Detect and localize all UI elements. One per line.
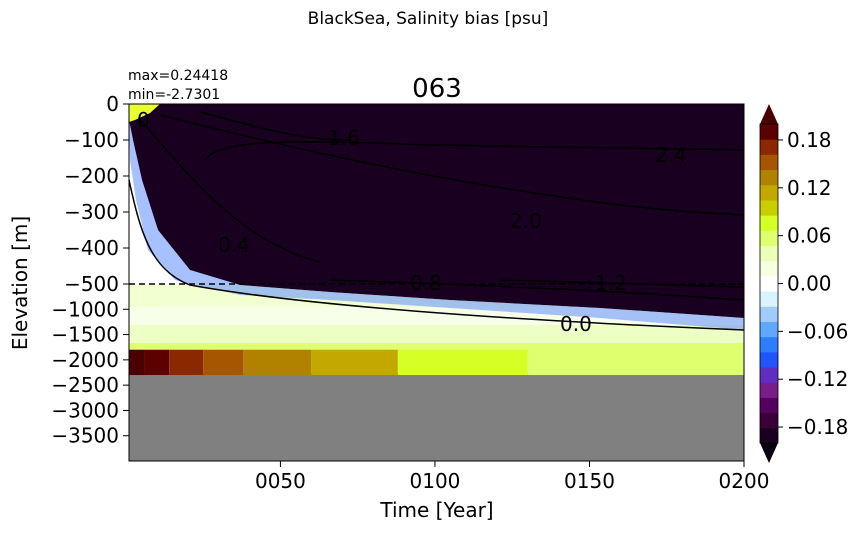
colorbar-segment [760,306,778,322]
y-axis-label: Elevation [m] [8,216,32,350]
colorbar-segment [760,199,778,216]
contour-label: 1.6 [328,126,360,150]
no-data-region [129,373,744,461]
colorbar-segment [760,275,778,292]
contour-0 [128,179,745,331]
contour-label: 2.4 [655,143,687,167]
colorbar-tick-label: 0.12 [787,176,832,200]
colorbar-segment [760,351,778,368]
colorbar-segment [760,169,778,186]
figure-suptitle: BlackSea, Salinity bias [psu] [308,9,549,29]
bottom-band [203,349,244,376]
contour-1.6 [199,111,351,141]
y-tick-label: −300 [64,200,119,224]
near-surface-yellow [129,104,160,122]
bottom-band [311,349,398,376]
y-tick-label: −2000 [51,348,119,372]
colorbar-tick-label: −0.06 [787,319,848,343]
colorbar-segment [760,397,778,414]
colorbar: 0.18 0.12 0.06 0.00 −0.06 −0.12 −0.18 [759,104,848,463]
contour-label: 0.8 [410,271,442,295]
bottom-band [397,349,528,376]
colorbar-segment [760,184,778,201]
plot-title: 063 [412,74,462,104]
x-tick-label: 0100 [410,469,461,493]
bottom-band [169,349,204,376]
y-tick-label: −3500 [51,424,119,448]
y-tick-label: −200 [64,164,119,188]
bottom-band [144,349,170,376]
colorbar-segment [760,412,778,429]
x-axis-label: Time [Year] [379,498,493,522]
contour-0.4 [139,119,321,263]
plot-frame [128,103,745,462]
plot-area: 0 1.6 2.4 2.0 0.4 0.8 1.2 0.0 [128,103,745,462]
bottom-band [527,349,744,376]
colorbar-tick-label: 0.00 [787,272,832,296]
contour-label: 2.0 [510,209,542,233]
colorbar-tick-label: 0.18 [787,128,832,152]
colorbar-segment [760,291,778,307]
contour-lines [128,111,745,331]
colorbar-extend-max [760,104,778,124]
y-tick-label: −500 [64,272,119,296]
y-tick-label: −400 [64,236,119,260]
y-tick-label: −2500 [51,373,119,397]
contour-label: 0.4 [218,233,250,257]
colorbar-segment [760,139,778,155]
contour-2.0 [159,114,745,216]
bottom-band [129,349,145,376]
colorbar-segment [760,427,778,444]
contour-label: 0 [137,108,150,132]
colorbar-tick-label: 0.06 [787,224,832,248]
colorbar-segment [760,230,778,247]
contour-2.4 [204,140,745,161]
x-tick-label: 0050 [255,469,306,493]
contour-label: 0.0 [560,312,592,336]
bottom-band [243,349,312,376]
contour-labels: 0 1.6 2.4 2.0 0.4 0.8 1.2 0.0 [137,108,687,336]
stats-max: max=0.24418 [128,68,228,84]
colorbar-segment [760,321,778,338]
contour-label: 1.2 [595,271,627,295]
contour-0.8 [329,279,745,301]
y-tick-label: −1500 [51,323,119,347]
stats-min: min=-2.7301 [128,87,220,103]
deep-layer-3 [129,325,744,343]
colorbar-segment [760,382,778,398]
colorbar-segment [760,367,778,383]
colorbar-segment [760,336,778,353]
colorbar-tick-label: −0.18 [787,415,848,439]
colorbar-segment [760,215,778,231]
colorbar-extend-min [760,443,778,463]
y-tick-label: −100 [64,128,119,152]
bottom-bands [129,349,744,376]
negative-bias-region [129,104,744,318]
colorbar-segment [760,124,778,140]
colorbar-tick-label: −0.12 [787,367,848,391]
x-tick-label: 0150 [564,469,615,493]
y-tick-label: 0 [106,92,119,116]
y-axis: 0 −100 −200 −300 −400 −500−1000−1500−2000−250… [51,92,129,448]
x-axis: 0050 0100 0150 0200 [255,461,769,493]
colorbar-segment [760,260,778,277]
colorbar-segment [760,154,778,171]
y-tick-label: −3000 [51,398,119,422]
y-tick-label: −1000 [51,297,119,321]
colorbar-segment [760,245,778,262]
x-tick-label: 0200 [719,469,770,493]
